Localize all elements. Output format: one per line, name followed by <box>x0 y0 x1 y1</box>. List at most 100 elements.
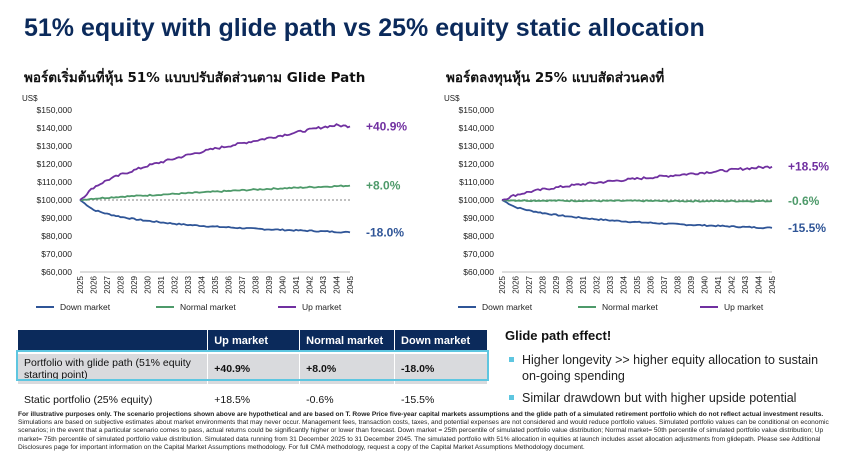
series-line-normal-market <box>501 199 773 203</box>
x-tick-label: 2034 <box>620 275 629 293</box>
end-value-label: -18.0% <box>366 225 404 239</box>
x-tick-label: 2043 <box>741 275 750 293</box>
series-line-down-market <box>501 199 773 230</box>
x-tick-label: 2029 <box>552 275 561 293</box>
y-tick-label: $100,000 <box>459 195 495 205</box>
x-tick-label: 2033 <box>184 275 193 293</box>
x-tick-label: 2030 <box>144 275 153 293</box>
x-tick-label: 2028 <box>539 275 548 293</box>
y-tick-label: $100,000 <box>37 195 73 205</box>
disclaimer-text: Simulations are based on subjective esti… <box>18 419 829 451</box>
x-tick-label: 2032 <box>171 275 180 293</box>
cell-up: +18.5% <box>207 387 301 413</box>
x-tick-label: 2044 <box>755 275 764 293</box>
cell-down: -15.5% <box>394 387 488 413</box>
x-tick-label: 2042 <box>306 275 315 293</box>
legend-entry: Up market <box>724 302 764 312</box>
chart-left-title: พอร์ตเริ่มต้นที่หุ้น 51% แบบปรับสัดส่วนต… <box>24 70 366 86</box>
table-header-empty <box>18 330 209 351</box>
x-tick-label: 2039 <box>265 275 274 293</box>
effect-bullet: Similar drawdown but with higher upside … <box>509 390 839 406</box>
y-tick-label: $70,000 <box>463 249 494 259</box>
y-tick-label: $70,000 <box>41 249 72 259</box>
x-tick-label: 2032 <box>593 275 602 293</box>
series-line-down-market <box>79 199 351 234</box>
y-tick-label: $90,000 <box>41 213 72 223</box>
series-line-up-market <box>79 123 351 201</box>
y-tick-label: $130,000 <box>459 141 495 151</box>
x-tick-label: 2041 <box>292 275 301 293</box>
table-row: Static portfolio (25% equity) +18.5% -0.… <box>18 387 488 413</box>
table-header-row: Up market Normal market Down market <box>18 330 488 351</box>
x-tick-label: 2038 <box>252 275 261 293</box>
x-tick-label: 2036 <box>647 275 656 293</box>
y-tick-label: $90,000 <box>463 213 494 223</box>
x-tick-label: 2034 <box>198 275 207 293</box>
x-tick-label: 2025 <box>76 275 85 293</box>
x-tick-label: 2026 <box>90 275 99 293</box>
x-tick-label: 2036 <box>225 275 234 293</box>
x-tick-label: 2044 <box>333 275 342 293</box>
row-label: Static portfolio (25% equity) <box>18 387 209 413</box>
table-header-down: Down market <box>394 330 488 351</box>
legend-entry: Down market <box>60 302 111 312</box>
series-line-normal-market <box>79 184 351 202</box>
x-tick-label: 2042 <box>728 275 737 293</box>
x-tick-label: 2037 <box>238 275 247 293</box>
y-tick-label: $110,000 <box>37 177 72 187</box>
x-tick-label: 2035 <box>633 275 642 293</box>
x-tick-label: 2040 <box>701 275 710 293</box>
cell-normal: -0.6% <box>299 387 396 413</box>
x-tick-label: 2035 <box>211 275 220 293</box>
chart-right-title: พอร์ตลงทุนหุ้น 25% แบบสัดส่วนคงที่ <box>446 70 665 86</box>
y-tick-label: $120,000 <box>37 159 73 169</box>
x-tick-label: 2031 <box>579 275 588 293</box>
end-value-label: +18.5% <box>788 160 829 174</box>
x-tick-label: 2045 <box>768 275 777 293</box>
effect-title: Glide path effect! <box>505 328 612 343</box>
bullet-text: Higher longevity >> higher equity alloca… <box>522 353 819 383</box>
scenario-summary-table: Up market Normal market Down market Port… <box>18 330 488 413</box>
x-tick-label: 2031 <box>157 275 166 293</box>
y-tick-label: $110,000 <box>459 177 494 187</box>
x-tick-label: 2027 <box>525 275 534 293</box>
x-tick-label: 2045 <box>346 275 355 293</box>
legend-entry: Down market <box>482 302 533 312</box>
cell-up: +40.9% <box>207 354 301 384</box>
end-value-label: +8.0% <box>366 179 401 193</box>
effect-bullet: Higher longevity >> higher equity alloca… <box>509 352 839 384</box>
x-tick-label: 2027 <box>103 275 112 293</box>
x-tick-label: 2040 <box>279 275 288 293</box>
disclaimer-bold: For illustrative purposes only. The scen… <box>18 411 824 418</box>
x-tick-label: 2026 <box>512 275 521 293</box>
y-tick-label: $60,000 <box>463 267 494 277</box>
page-title: 51% equity with glide path vs 25% equity… <box>24 14 705 42</box>
y-tick-label: $140,000 <box>37 123 73 133</box>
square-bullet-icon <box>509 357 514 362</box>
row-label: Portfolio with glide path (51% equity st… <box>18 354 209 384</box>
x-tick-label: 2039 <box>687 275 696 293</box>
end-value-label: -0.6% <box>788 194 820 208</box>
x-tick-label: 2043 <box>319 275 328 293</box>
y-tick-label: $80,000 <box>463 231 494 241</box>
table-header-normal: Normal market <box>299 330 396 351</box>
square-bullet-icon <box>509 395 514 400</box>
y-tick-label: $150,000 <box>37 105 73 115</box>
table-row: Portfolio with glide path (51% equity st… <box>18 354 488 384</box>
x-tick-label: 2028 <box>117 275 126 293</box>
y-axis-unit: US$ <box>444 94 460 103</box>
cell-down: -18.0% <box>394 354 488 384</box>
glide-path-chart: US$ $60,000 $70,000 $80,000 $90,000 $100,000 $… <box>22 94 407 312</box>
y-tick-label: $140,000 <box>459 123 495 133</box>
table-header-up: Up market <box>207 330 301 351</box>
x-tick-label: 2025 <box>498 275 507 293</box>
x-tick-label: 2038 <box>674 275 683 293</box>
end-value-label: -15.5% <box>788 221 826 235</box>
disclaimer: For illustrative purposes only. The scen… <box>18 411 833 452</box>
x-tick-label: 2041 <box>714 275 723 293</box>
legend-entry: Normal market <box>602 302 658 312</box>
y-tick-label: $150,000 <box>459 105 495 115</box>
end-value-label: +40.9% <box>366 119 407 133</box>
legend-entry: Normal market <box>180 302 236 312</box>
y-tick-label: $120,000 <box>459 159 495 169</box>
